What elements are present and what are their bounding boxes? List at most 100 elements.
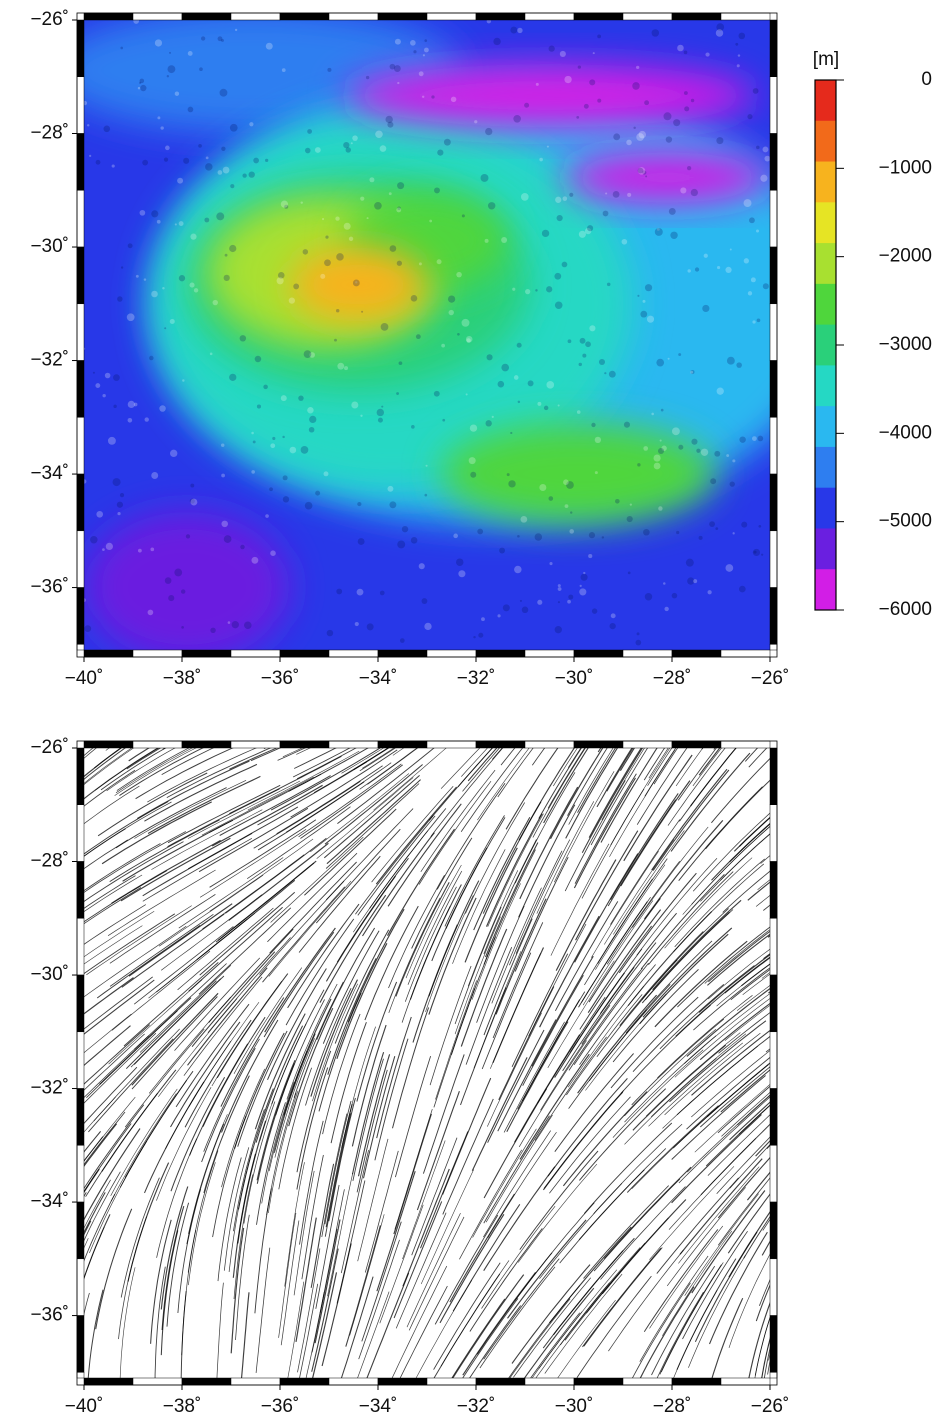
seamount [737,64,740,67]
seamount [96,160,101,165]
seamount [213,300,218,305]
frame-bar [721,650,770,657]
seamount [686,559,694,567]
seamount [361,311,363,313]
seamount [672,593,678,599]
seamount [609,371,616,378]
seamount [204,218,209,223]
frame-bar [672,650,721,657]
seamount [117,512,120,515]
seamount [539,484,546,491]
seamount [380,145,387,152]
seamount [106,543,113,550]
seamount [676,531,679,534]
seamount [753,88,759,94]
seamount [503,604,510,611]
seamount [687,269,690,272]
flow-line [781,1117,853,1221]
seamount [684,106,689,111]
y-tick-label: −34˚ [30,1191,69,1212]
seamount [568,339,572,343]
seamount [744,199,752,207]
flow-line [763,841,868,911]
seamount [164,158,168,162]
flow-line [732,650,817,743]
flow-line [767,1059,855,1149]
flow-line [418,656,520,730]
flow-line [791,920,896,990]
flow-line [796,985,893,1066]
frame-bar [770,588,777,645]
seamount [684,91,688,95]
seamount [307,129,312,134]
seamount [170,450,177,457]
seamount [684,51,688,55]
seamount [580,585,582,587]
seamount [229,245,236,252]
colorbar-band [815,121,836,162]
seamount [677,45,684,52]
seamount [128,418,133,423]
seamount [108,437,116,445]
seamount [102,548,105,551]
frame-bar [623,650,672,657]
seamount [148,610,154,616]
frame-bar [770,417,777,474]
flow-line [782,1161,841,1272]
seamount [281,201,288,208]
seamount [381,323,389,331]
frame-bar [770,748,777,805]
seamount [441,344,445,348]
flow-line [803,694,907,766]
flow-line [153,689,266,745]
seamount [201,36,205,40]
frame-bar [427,13,476,20]
seamount [517,343,522,348]
frame-bar [770,1145,777,1202]
colorbar-band [815,365,836,406]
seamount [756,146,760,150]
seamount [757,318,761,322]
colorbar-band [815,528,836,569]
frame-bar [77,247,84,304]
frame-bar [378,741,427,748]
frame-bar [770,975,777,1032]
x-tick-label: −32˚ [457,1396,496,1417]
x-tick-label: −28˚ [653,668,692,689]
frame-bar [574,741,623,748]
seamount [702,305,709,312]
flow-line [801,700,904,772]
frame-bar [231,1378,280,1385]
seamount [481,174,489,182]
seamount [457,333,460,336]
seamount [710,478,716,484]
seamount [416,334,421,339]
seamount [168,595,174,601]
seamount [84,625,91,632]
seamount [144,278,146,280]
seamount [654,455,661,462]
frame-bar [133,650,182,657]
frame-bar [672,1378,721,1385]
seamount [554,273,561,280]
flow-line [495,650,582,741]
colorbar-band [815,243,836,284]
flow-line [813,1101,880,1207]
seamount [253,158,259,164]
flow-line [813,1222,846,1343]
relief-patch [441,423,715,524]
seamount [603,211,609,217]
seamount [537,402,541,406]
frame-bar [231,13,280,20]
seamount [547,146,549,148]
seamount [752,436,757,441]
frame-bar [77,862,84,919]
seamount [322,218,324,220]
seamount [151,472,158,479]
flow-line [825,1132,881,1245]
seamount [230,184,234,188]
seamount [198,144,202,148]
seamount [597,99,601,103]
seamount [221,147,225,151]
frame-bar [77,748,84,805]
